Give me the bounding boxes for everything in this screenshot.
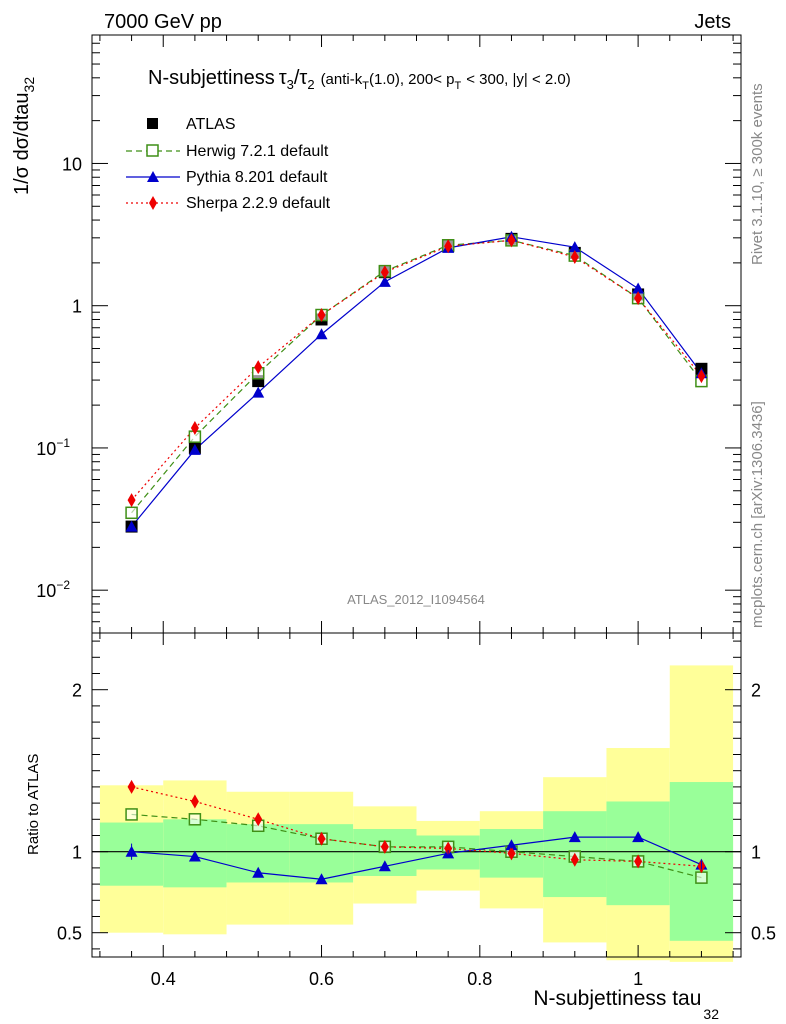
main-point-sherpa [190,421,199,436]
ratio-point-sherpa [380,839,389,854]
main-point-herwig [125,506,138,520]
main-point-pythia [315,328,328,340]
main-point-sherpa [317,308,326,323]
legend-atlas-marker [147,118,158,129]
ratio-point-sherpa [444,841,453,856]
main-point-pythia [188,443,201,455]
ratio-y-tick-label: 0.5 [57,924,82,944]
y-tick-label: 10 [62,154,82,174]
main-point-pythia [378,275,391,287]
legend-pythia-marker [147,171,159,182]
main-point-sherpa [127,493,136,508]
main-line-pythia [131,236,702,527]
main-line-sherpa [131,239,702,501]
legend-item-sherpa: Sherpa 2.2.9 default [126,195,331,212]
band-inner-bin [606,801,670,906]
main-point-sherpa [570,249,579,264]
y-tick-label: 10−2 [36,578,70,601]
main-point-pythia [252,386,265,398]
ratio-line-herwig [131,813,702,879]
ratio-point-herwig [125,808,138,821]
uncertainty-bands [99,665,734,962]
ratio-point-sherpa [507,846,516,861]
ratio-y-tick-label-right: 1 [751,843,761,863]
main-point-sherpa [380,265,389,280]
ratio-point-sherpa [190,794,199,809]
ratio-point-sherpa [317,831,326,846]
main-point-sherpa [254,360,263,375]
main-point-pythia [125,520,138,532]
x-tick-label: 1 [633,969,643,989]
ratio-point-sherpa [634,854,643,869]
legend-sherpa-marker [149,196,157,210]
legend-herwig-marker [146,144,159,157]
legend-item-atlas: ATLAS [147,116,236,133]
y-tick-exponent: −2 [56,578,70,592]
main-y-axis-label: 1/σ dσ/dtau32 [11,77,37,195]
mcplots-credit: mcplots.cern.ch [arXiv:1306.3436] [749,401,766,628]
legend: ATLAS Herwig 7.2.1 default Pythia 8.201 … [126,116,331,212]
plot-title: N-subjettiness τ3/τ2 (anti-kT(1.0), 200< p… [148,67,571,92]
main-point-pythia [568,241,581,253]
ratio-point-sherpa [127,779,136,794]
legend-atlas-label: ATLAS [186,116,236,133]
axes: 0.4 0.6 0.8 1 10−2 10−1 1 10 0.5 0.5 1 1 2 2 [36,34,776,989]
energy-label: 7000 GeV pp [104,11,222,33]
legend-sherpa-label: Sherpa 2.2.9 default [186,195,331,212]
category-label: Jets [694,11,731,33]
series-lines [131,236,702,880]
main-point-sherpa [507,233,516,248]
ratio-y-tick-label-right: 0.5 [751,924,776,944]
y-tick-exponent: −1 [56,436,70,450]
legend-pythia-label: Pythia 8.201 default [186,169,328,186]
main-point-sherpa [444,239,453,254]
legend-herwig-label: Herwig 7.2.1 default [186,143,329,160]
ratio-point-herwig [695,871,708,884]
main-point-pythia [632,282,645,294]
ratio-y-tick-label: 2 [72,681,82,701]
ratio-point-sherpa [570,852,579,867]
x-tick-label: 0.8 [467,969,492,989]
main-point-sherpa [634,291,643,306]
legend-item-herwig: Herwig 7.2.1 default [126,143,329,160]
main-line-herwig [131,239,702,514]
y-tick-label: 10−1 [36,436,70,459]
ratio-y-tick-label: 1 [72,843,82,863]
main-point-sherpa [697,369,706,384]
x-tick-label: 0.4 [151,969,176,989]
ratio-point-sherpa [254,812,263,827]
y-tick-label: 1 [72,297,82,317]
series-markers [125,230,708,885]
x-tick-label: 0.6 [309,969,334,989]
ratio-y-axis-label: Ratio to ATLAS [25,754,42,855]
ratio-point-herwig [188,813,202,826]
rivet-credit: Rivet 3.1.10, ≥ 300k events [749,83,766,265]
analysis-watermark: ATLAS_2012_I1094564 [347,592,485,607]
legend-item-pythia: Pythia 8.201 default [126,169,328,186]
x-axis-label: N-subjettiness tau32 [533,987,719,1022]
ratio-y-tick-label-right: 2 [751,681,761,701]
ratio-line-pythia [131,836,702,880]
